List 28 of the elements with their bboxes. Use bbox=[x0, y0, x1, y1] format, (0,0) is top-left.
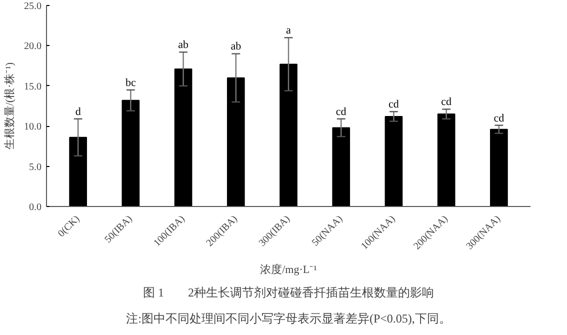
bar bbox=[332, 127, 350, 206]
bar bbox=[384, 116, 403, 206]
annotation: cd bbox=[388, 98, 400, 111]
y-tick-label: 15.0 bbox=[24, 81, 42, 92]
text: 注:图中不同处理间不同小写字母表示显著差异(P<0.05),下同。 bbox=[126, 312, 451, 326]
bar bbox=[226, 77, 245, 206]
bar bbox=[437, 114, 456, 206]
bar bbox=[280, 64, 298, 206]
y-tick-label: 5.0 bbox=[29, 162, 42, 173]
bar bbox=[174, 68, 192, 206]
annotation: a bbox=[286, 24, 292, 37]
y-tick-label: 25.0 bbox=[24, 1, 42, 12]
annotation: cd bbox=[336, 106, 347, 118]
caption: 图 1 2种生长调节剂对碰碰香扦插苗生根数量的影响 bbox=[143, 286, 434, 300]
annotation: ab bbox=[178, 39, 189, 52]
annotation: d bbox=[75, 106, 82, 118]
annotation: cd bbox=[494, 112, 505, 124]
bar bbox=[69, 136, 87, 206]
y-tick-label: 20.0 bbox=[24, 41, 42, 52]
bar bbox=[490, 128, 508, 206]
y-tick-label: 10.0 bbox=[24, 122, 42, 133]
y-tick-label: 0.0 bbox=[29, 202, 42, 213]
x-axis-title: 浓度/mg·L⁻¹ bbox=[260, 262, 317, 276]
bar bbox=[122, 100, 140, 206]
annotation: cd bbox=[441, 96, 452, 108]
annotation: bc bbox=[125, 76, 136, 89]
annotation: ab bbox=[230, 40, 242, 53]
y-axis-title: 生根数量/(根·株⁻¹) bbox=[3, 62, 16, 150]
